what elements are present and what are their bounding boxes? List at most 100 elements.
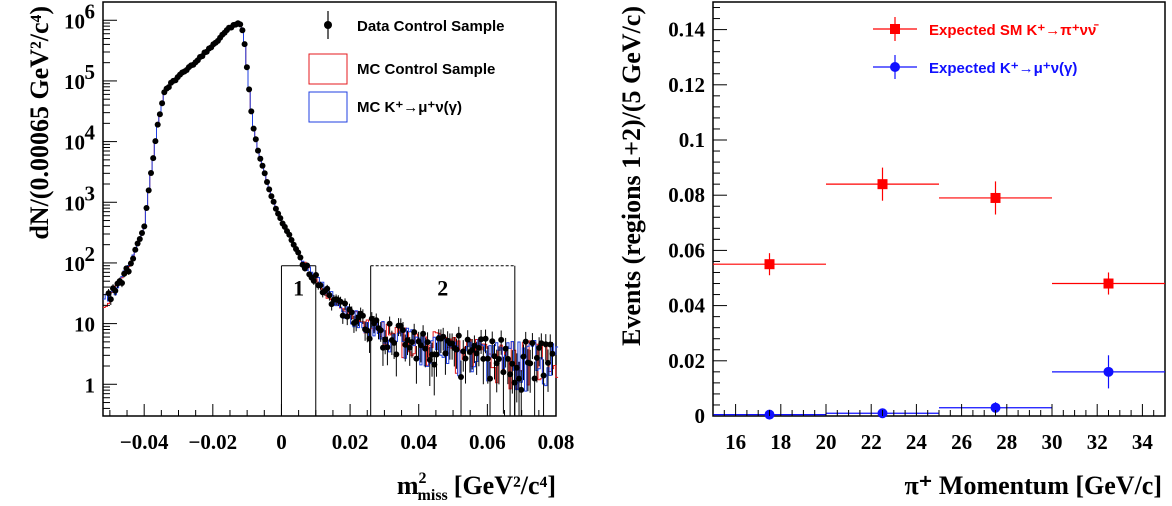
data-point [500, 369, 507, 376]
data-point [422, 345, 429, 352]
data-point [509, 360, 516, 367]
y-tick-label: 10 [64, 131, 85, 155]
legend-label: MC K⁺→μ⁺ν(γ) [357, 99, 462, 116]
data-point [545, 359, 551, 366]
data-point [527, 360, 534, 367]
data-point [275, 210, 282, 217]
data-point [132, 246, 139, 253]
data-point [531, 375, 538, 382]
x-tick-label: 0.06 [469, 430, 506, 454]
x-label-sub: miss [418, 487, 448, 504]
x-tick-label: 22 [861, 430, 882, 454]
data-point [522, 338, 529, 345]
y-tick-label: 0.08 [668, 183, 705, 207]
data-point [328, 301, 335, 308]
data-point [243, 64, 250, 71]
data-point [373, 317, 380, 324]
data-point [495, 356, 502, 362]
right-x-ticks: 16 18 20 22 24 26 28 30 32 34 [712, 404, 1166, 454]
data-point [489, 338, 496, 345]
data-point [520, 353, 527, 360]
data-point [464, 336, 471, 343]
left-legend: Data Control Sample MC Control Sample MC K… [308, 11, 505, 123]
legend-label: Data Control Sample [357, 18, 505, 35]
data-point [431, 361, 438, 368]
data-point [498, 336, 505, 343]
data-point [152, 138, 159, 145]
data-point [442, 350, 449, 357]
right-x-axis-label: π⁺ Momentum [GeV/c] [904, 471, 1162, 500]
data-point [433, 351, 440, 358]
left-x-ticks: −0.04 −0.02 0 0.02 0.04 0.06 0.08 [109, 404, 574, 454]
legend-box [308, 53, 348, 85]
data-point [154, 121, 161, 128]
data-point [408, 339, 415, 346]
data-point [462, 355, 469, 362]
data-point [239, 27, 246, 34]
data-control-points [105, 20, 556, 416]
data-point [250, 125, 257, 132]
legend-label: Expected SM K⁺→π⁺νν̄ [929, 22, 1099, 39]
data-point [277, 215, 284, 222]
data-point [119, 280, 125, 286]
data-point [491, 353, 498, 360]
x-tick-label: 0.04 [400, 430, 437, 454]
x-tick-label: 34 [1132, 430, 1154, 454]
right-y-ticks: 0 0.02 0.04 0.06 0.08 0.1 0.12 0.14 [668, 7, 727, 428]
data-point [252, 136, 259, 143]
data-point [107, 296, 114, 303]
x-tick-label: 0.02 [332, 430, 369, 454]
data-point [458, 374, 464, 380]
data-point [420, 330, 427, 337]
left-x-axis-label: m2 miss [GeV²/c⁴] [397, 470, 556, 504]
data-point [317, 282, 324, 289]
data-point [272, 205, 279, 212]
x-tick-label: 20 [816, 430, 837, 454]
mc-kmunu-histogram [103, 22, 559, 392]
x-label-m: m [397, 471, 419, 500]
y-tick-label: 0.12 [668, 73, 705, 97]
data-point [134, 240, 141, 247]
right-legend: Expected SM K⁺→π⁺νν̄ Expected K⁺→μ⁺ν(γ) [873, 17, 1099, 79]
data-point [411, 329, 418, 336]
data-point [266, 186, 273, 193]
legend-marker-square [890, 24, 900, 34]
x-tick-label: 18 [770, 430, 791, 454]
data-point [549, 350, 556, 357]
data-point [536, 344, 543, 351]
y-tick-label: 10 [74, 313, 95, 337]
data-point [112, 287, 119, 294]
data-point [460, 348, 467, 355]
right-y-axis-label: Events (regions 1+2)/(5 GeV/c) [617, 6, 646, 346]
data-point [139, 230, 145, 236]
y-tick-exponent: 5 [85, 60, 96, 84]
data-point [402, 341, 409, 348]
y-tick-exponent: 6 [85, 0, 96, 23]
data-point [478, 336, 485, 343]
data-point [482, 335, 489, 342]
y-tick-label: 0 [695, 404, 706, 428]
x-tick-label: 30 [1042, 430, 1063, 454]
data-point [400, 327, 406, 334]
data-point [237, 21, 244, 28]
data-point [453, 346, 460, 353]
series-point-circle [990, 402, 1001, 413]
data-point [364, 327, 371, 334]
legend-marker-point [324, 21, 332, 29]
data-point [255, 147, 261, 154]
region-1-label: 1 [293, 276, 304, 301]
data-point [386, 320, 393, 327]
data-point [148, 170, 154, 176]
data-point [326, 292, 333, 299]
data-point [380, 344, 386, 351]
right-chart: 16 18 20 22 24 26 28 30 32 34 0 0.02 0.04 0.06 0.08 0.… [617, 1, 1166, 500]
data-point [507, 371, 514, 378]
data-point [366, 335, 373, 342]
data-point [248, 108, 255, 115]
data-point [297, 254, 304, 261]
data-point [270, 198, 277, 205]
data-point [417, 342, 424, 349]
y-tick-label: 0.04 [668, 294, 705, 318]
legend-marker-circle [890, 62, 900, 72]
